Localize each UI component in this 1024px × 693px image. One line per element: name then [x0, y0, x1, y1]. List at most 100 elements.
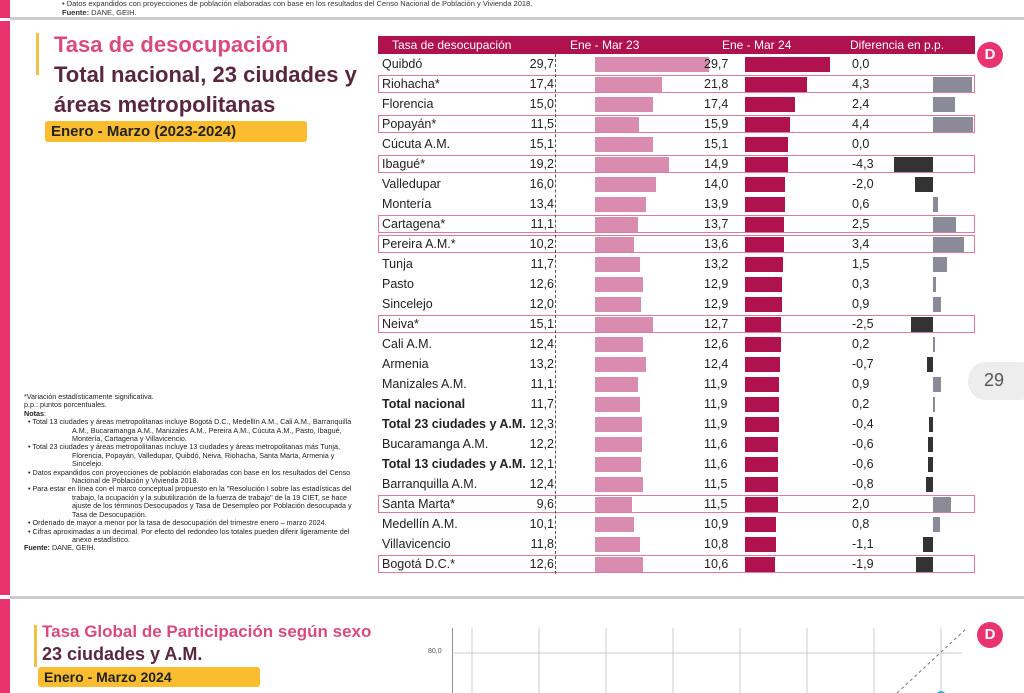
bar-2023: [595, 477, 643, 492]
value-diff: -2,5: [852, 317, 874, 331]
value-diff: 3,4: [852, 237, 870, 251]
period-badge: Enero - Marzo (2023-2024): [45, 121, 307, 142]
bar-diff: [927, 437, 933, 452]
city-name: Pasto: [382, 277, 414, 291]
table-row: Cartagena* 11,1 13,7 2,5: [378, 214, 975, 234]
bar-2023: [595, 457, 642, 472]
value-diff: -0,6: [852, 437, 874, 451]
bar-2023: [595, 557, 644, 572]
bar-2023: [595, 77, 662, 92]
bar-2024: [745, 457, 779, 472]
value-2024: 17,4: [704, 97, 729, 111]
bar-2023: [595, 317, 653, 332]
city-name: Santa Marta*: [382, 497, 455, 511]
value-2023: 29,7: [529, 57, 554, 71]
value-2024: 12,6: [704, 337, 729, 351]
left-accent-strip: [0, 599, 10, 693]
value-2023: 11,5: [530, 117, 554, 131]
value-2024: 13,7: [704, 217, 729, 231]
value-diff: -1,1: [852, 537, 874, 551]
dane-logo-icon: D: [977, 622, 1003, 648]
table-row: Barranquilla A.M. 12,4 11,5 -0,8: [378, 474, 975, 494]
bar-2024: [745, 237, 784, 252]
bar-diff: [927, 457, 933, 472]
table-row: Medellín A.M. 10,1 10,9 0,8: [378, 514, 975, 534]
pp-note: p.p.: puntos porcentuales.: [24, 400, 107, 410]
bar-diff: [929, 417, 933, 432]
bar-diff: [933, 257, 947, 272]
city-name: Bucaramanga A.M.: [382, 437, 489, 451]
city-name: Villavicencio: [382, 537, 451, 551]
source-text: DANE, GEIH.: [49, 543, 96, 553]
city-name: Cartagena*: [382, 217, 446, 231]
bar-2023: [595, 117, 640, 132]
bar-2024: [745, 277, 782, 292]
unemployment-table: Tasa de desocupación Ene - Mar 23 Ene - …: [378, 36, 975, 574]
table-row: Total 23 ciudades y A.M. 12,3 11,9 -0,4: [378, 414, 975, 434]
table-row: Manizales A.M. 11,1 11,9 0,9: [378, 374, 975, 394]
city-name: Ibagué*: [382, 157, 426, 171]
value-2023: 12,2: [529, 437, 554, 451]
city-name: Sincelejo: [382, 297, 433, 311]
table-row: Popayán* 11,5 15,9 4,4: [378, 114, 975, 134]
value-2023: 12,4: [529, 337, 554, 351]
value-diff: -0,7: [852, 357, 874, 371]
bar-2024: [745, 537, 776, 552]
note-item: • Total 13 ciudades y áreas metropolitan…: [28, 417, 352, 444]
value-2024: 11,5: [704, 497, 728, 511]
table-row: Villavicencio 11,8 10,8 -1,1: [378, 534, 975, 554]
city-name: Tunja: [382, 257, 413, 271]
page-number-tab[interactable]: 29: [968, 362, 1024, 400]
value-2024: 11,6: [704, 437, 728, 451]
table-row: Ibagué* 19,2 14,9 -4,3: [378, 154, 975, 174]
value-2023: 9,6: [536, 497, 554, 511]
bar-diff: [933, 277, 936, 292]
value-diff: 4,3: [852, 77, 870, 91]
value-2024: 11,9: [704, 417, 728, 431]
bar-2023: [595, 97, 653, 112]
value-2023: 17,4: [529, 77, 554, 91]
table-row: Riohacha* 17,4 21,8 4,3: [378, 74, 975, 94]
title-accent: [36, 33, 39, 75]
value-diff: -0,8: [852, 477, 874, 491]
value-2023: 11,7: [530, 257, 554, 271]
value-diff: -0,6: [852, 457, 874, 471]
period-badge-2: Enero - Marzo 2024: [38, 667, 260, 687]
value-2024: 12,7: [704, 317, 729, 331]
value-2023: 12,6: [529, 557, 554, 571]
table-row: Montería 13,4 13,9 0,6: [378, 194, 975, 214]
top-source: Fuente: DANE, GEIH.: [62, 8, 137, 17]
city-name: Total 23 ciudades y A.M.: [382, 417, 526, 431]
bar-diff: [933, 97, 955, 112]
bar-2023: [595, 177, 657, 192]
value-diff: 0,9: [852, 377, 870, 391]
table-row: Valledupar 16,0 14,0 -2,0: [378, 174, 975, 194]
bar-2023: [595, 297, 642, 312]
value-2023: 10,1: [529, 517, 554, 531]
bar-2023: [595, 217, 638, 232]
value-diff: 0,2: [852, 397, 870, 411]
value-2024: 10,6: [704, 557, 729, 571]
city-name: Riohacha*: [382, 77, 440, 91]
value-2023: 19,2: [529, 157, 554, 171]
dane-logo-icon: D: [977, 42, 1003, 68]
bar-diff: [915, 557, 933, 572]
left-accent-strip: [0, 21, 10, 595]
header-2024: Ene - Mar 24: [722, 38, 792, 52]
bar-2024: [745, 217, 785, 232]
bar-2023: [595, 337, 643, 352]
value-diff: -1,9: [852, 557, 874, 571]
header-city: Tasa de desocupación: [392, 38, 512, 52]
city-name: Neiva*: [382, 317, 419, 331]
bar-2023: [595, 157, 669, 172]
value-2023: 12,1: [529, 457, 554, 471]
bar-diff: [933, 497, 951, 512]
bar-2024: [745, 417, 780, 432]
top-note: • Datos expandidos con proyecciones de p…: [62, 0, 533, 8]
table-row: Florencia 15,0 17,4 2,4: [378, 94, 975, 114]
value-2024: 10,9: [704, 517, 729, 531]
divider: [10, 596, 1024, 599]
bar-2024: [745, 517, 777, 532]
value-diff: 2,4: [852, 97, 870, 111]
bar-2024: [745, 197, 785, 212]
